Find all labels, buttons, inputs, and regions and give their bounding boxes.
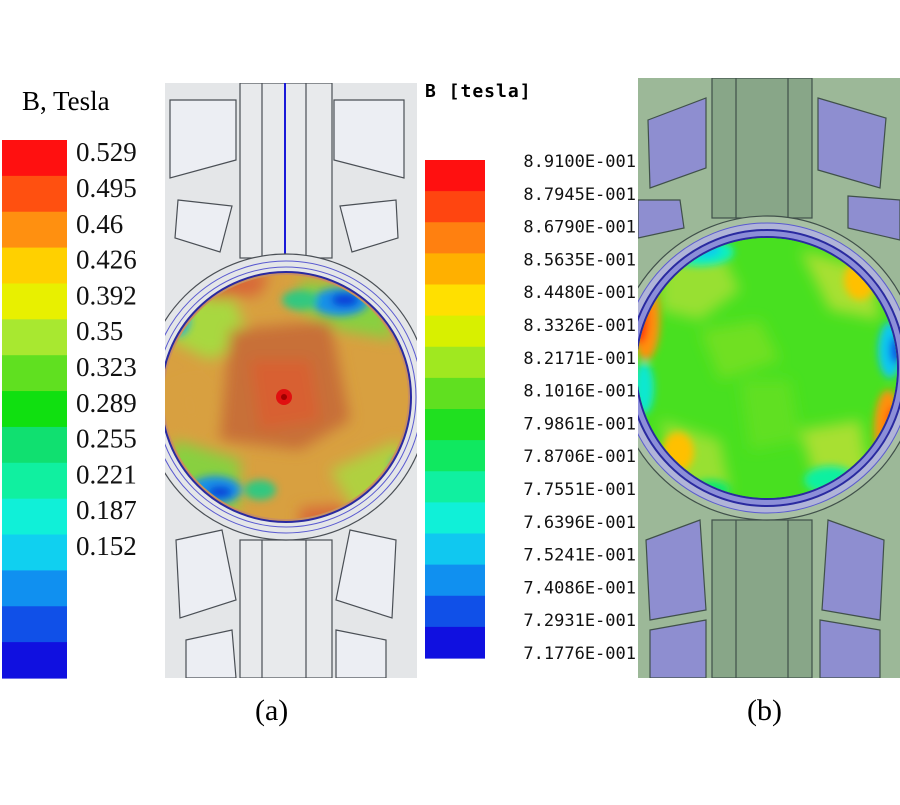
colorbar-swatch [425,377,485,410]
stator-slots-b [638,97,900,678]
colorbar-swatch [425,346,485,379]
colorbar-tick-label: 0.529 [76,137,137,167]
colorbar-tick-label: 8.1016E-001 [523,382,636,402]
colorbar-swatch [425,284,485,317]
colorbar-tick-label: 0.495 [76,173,137,203]
colorbar-tick-label: 8.9100E-001 [523,152,636,172]
colorbar-tick-label: 7.4086E-001 [523,578,636,598]
panel-caption-b: (b) [747,694,782,727]
colorbar-swatch [2,642,67,679]
colorbar-tick-label: 0.221 [76,459,137,489]
colorbar-tick-label: 8.4480E-001 [523,283,636,303]
colorbar-swatch [2,606,67,643]
colorbar-tick-label: 0.35 [76,316,123,346]
colorbar-tick-label: 7.8706E-001 [523,447,636,467]
colorbar-tick-label: 0.323 [76,352,137,382]
colorbar-a: 0.529 0.495 0.46 0.426 0.392 0.35 0.323 0.289 0.… [2,137,137,679]
colorbar-swatch [425,471,485,503]
colorbar-tick-label: 0.255 [76,424,137,454]
colorbar-swatch [2,391,67,428]
colorbar-swatch [2,319,67,356]
colorbar-swatch [425,191,485,223]
colorbar-swatch [2,462,67,500]
colorbar-tick-label: 0.289 [76,388,137,418]
colorbar-tick-label: 8.6790E-001 [523,218,636,238]
colorbar-swatch [425,160,485,192]
colorbar-swatch [425,533,485,566]
flux-density-map-a [165,275,408,519]
colorbar-swatch [2,247,67,285]
colorbar-swatch [2,140,67,177]
colorbar-tick-label: 8.2171E-001 [523,349,636,369]
colorbar-b: 8.9100E-001 8.7945E-001 8.6790E-001 8.5635E… [425,152,636,664]
colorbar-tick-label: 0.152 [76,531,137,561]
colorbar-swatch [425,440,485,472]
colorbar-swatch [2,498,67,536]
airgap-ring-mid-a [165,266,417,528]
colorbar-tick-label: 0.46 [76,209,123,239]
colorbar-tick-label: 0.187 [76,495,137,525]
colorbar-tick-label: 7.7551E-001 [523,480,636,500]
colorbar-swatch [425,222,485,254]
colorbar-swatch [2,175,67,213]
colorbar-swatch [2,283,67,320]
colorbar-swatch [425,626,485,659]
colorbar-tick-label: 7.5241E-001 [523,546,636,566]
colorbar-swatch [425,502,485,535]
shaft-channel-b [711,78,813,678]
colorbar-swatch [425,253,485,286]
colorbar-tick-label: 8.3326E-001 [523,316,636,336]
colorbar-swatch [425,564,485,597]
colorbar-title-b: B [tesla] [425,81,532,102]
colorbar-swatch [2,211,67,249]
colorbar-tick-label: 8.5635E-001 [523,250,636,270]
colorbar-swatch [2,570,67,607]
colorbar-tick-label: 8.7945E-001 [523,185,636,205]
colorbar-swatch [425,595,485,628]
panel-caption-a: (a) [255,694,289,727]
colorbar-swatch [2,355,67,392]
colorbar-swatch [425,409,485,441]
colorbar-tick-label: 0.426 [76,245,137,275]
motor-cross-section-b [638,78,900,678]
stator-slots-a [169,99,405,678]
airgap-ring-outer-a [165,260,417,534]
colorbar-swatch [2,534,67,571]
colorbar-tick-label: 7.2931E-001 [523,611,636,631]
colorbar-swatch [425,315,485,348]
colorbar-swatch [2,426,67,464]
colorbar-title-a: B, Tesla [22,86,110,116]
colorbar-tick-label: 0.392 [76,280,137,310]
colorbar-tick-label: 7.9861E-001 [523,414,636,434]
motor-cross-section-a [165,83,417,678]
colorbar-tick-label: 7.6396E-001 [523,513,636,533]
colorbar-tick-label: 7.1776E-001 [523,644,636,664]
